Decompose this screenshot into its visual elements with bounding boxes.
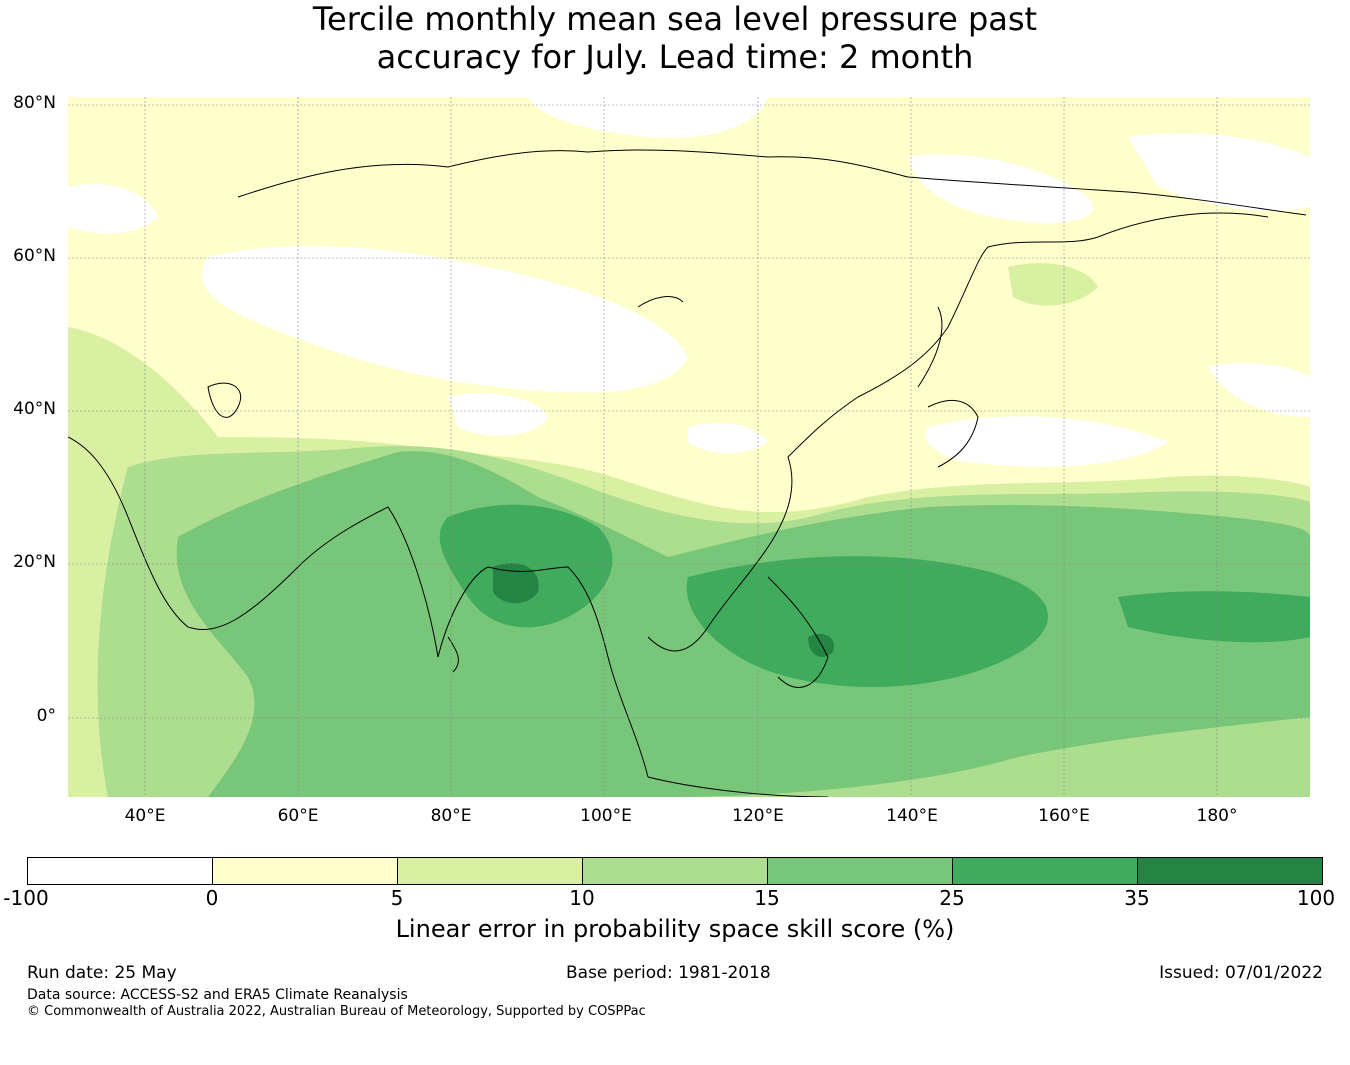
copyright: © Commonwealth of Australia 2022, Austra… bbox=[27, 1004, 646, 1019]
lat-label-40n: 40°N bbox=[13, 399, 56, 419]
lon-label-80e: 80°E bbox=[430, 806, 472, 826]
title-line-1: Tercile monthly mean sea level pressure … bbox=[312, 0, 1038, 38]
gridlines bbox=[68, 97, 1310, 797]
issued-date: Issued: 07/01/2022 bbox=[1159, 963, 1323, 983]
lat-label-20n: 20°N bbox=[13, 552, 56, 572]
coastlines bbox=[68, 149, 1307, 797]
colorbar-tick: -100 bbox=[3, 886, 49, 910]
colorbar-tick: 15 bbox=[754, 886, 780, 910]
lon-label-180: 180° bbox=[1196, 806, 1238, 826]
band-25-35 bbox=[439, 504, 1310, 687]
lon-label-40e: 40°E bbox=[124, 806, 166, 826]
white-zones bbox=[68, 97, 1310, 467]
lat-label-60n: 60°N bbox=[13, 246, 56, 266]
colorbar-segment-0 bbox=[28, 858, 213, 884]
lon-label-60e: 60°E bbox=[277, 806, 319, 826]
lat-label-0: 0° bbox=[36, 706, 56, 726]
lon-label-100e: 100°E bbox=[580, 806, 632, 826]
base-period: Base period: 1981-2018 bbox=[566, 963, 771, 983]
colorbar-segment-3 bbox=[583, 858, 768, 884]
colorbar-tick: 100 bbox=[1296, 886, 1336, 910]
lat-label-80n: 80°N bbox=[13, 93, 56, 113]
colorbar bbox=[27, 857, 1323, 885]
lon-label-140e: 140°E bbox=[886, 806, 938, 826]
colorbar-tick: 35 bbox=[1124, 886, 1150, 910]
run-date: Run date: 25 May bbox=[27, 963, 177, 983]
colorbar-label: Linear error in probability space skill … bbox=[395, 915, 955, 943]
lon-label-120e: 120°E bbox=[732, 806, 784, 826]
colorbar-segment-1 bbox=[213, 858, 398, 884]
map-canvas bbox=[68, 97, 1310, 797]
colorbar-segment-4 bbox=[768, 858, 953, 884]
colorbar-tick: 25 bbox=[939, 886, 965, 910]
colorbar-segment-6 bbox=[1138, 858, 1322, 884]
band-35-100 bbox=[493, 563, 834, 657]
colorbar-tick: 0 bbox=[205, 886, 219, 910]
title-line-2: accuracy for July. Lead time: 2 month bbox=[376, 38, 974, 76]
colorbar-segment-2 bbox=[398, 858, 583, 884]
colorbar-tick: 5 bbox=[390, 886, 404, 910]
chart-title: Tercile monthly mean sea level pressure … bbox=[0, 0, 1350, 76]
colorbar-segment-5 bbox=[953, 858, 1138, 884]
data-source: Data source: ACCESS-S2 and ERA5 Climate … bbox=[27, 987, 408, 1003]
colorbar-tick: 10 bbox=[569, 886, 595, 910]
lon-label-160e: 160°E bbox=[1038, 806, 1090, 826]
skill-score-map bbox=[68, 97, 1310, 797]
